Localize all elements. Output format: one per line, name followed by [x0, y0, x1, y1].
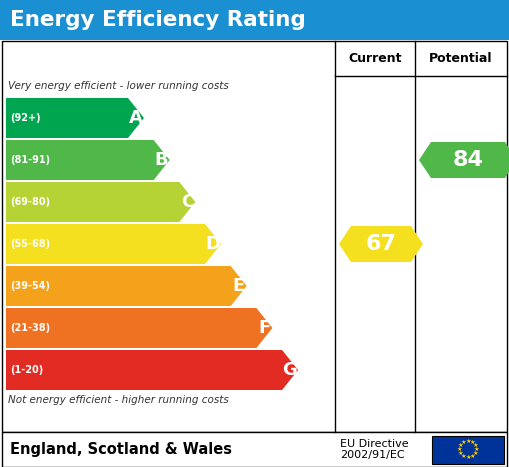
Polygon shape	[6, 224, 221, 264]
Bar	[2, 41, 507, 432]
Text: B: B	[155, 151, 168, 169]
Text: ★: ★	[469, 454, 475, 459]
Text: E: E	[233, 277, 245, 295]
Text: A: A	[129, 109, 143, 127]
Text: G: G	[282, 361, 297, 379]
Text: ★: ★	[461, 440, 467, 445]
Bar	[2, 432, 507, 467]
Text: ★: ★	[465, 455, 471, 460]
Polygon shape	[6, 308, 272, 348]
Text: 67: 67	[365, 234, 397, 254]
Text: Very energy efficient - lower running costs: Very energy efficient - lower running co…	[8, 81, 229, 91]
Text: C: C	[181, 193, 194, 211]
Text: (55-68): (55-68)	[10, 239, 50, 249]
Text: ★: ★	[473, 447, 479, 452]
Text: ★: ★	[472, 443, 478, 448]
Text: Not energy efficient - higher running costs: Not energy efficient - higher running co…	[8, 395, 229, 405]
Text: (92+): (92+)	[10, 113, 41, 123]
Bar	[432, 436, 504, 464]
Text: EU Directive
2002/91/EC: EU Directive 2002/91/EC	[340, 439, 409, 460]
Text: (21-38): (21-38)	[10, 323, 50, 333]
Text: ★: ★	[458, 451, 464, 456]
Text: Potential: Potential	[429, 52, 493, 65]
Text: ★: ★	[472, 451, 478, 456]
Text: Current: Current	[348, 52, 402, 65]
Polygon shape	[6, 98, 144, 138]
Polygon shape	[6, 182, 195, 222]
Bar	[0, 0, 509, 40]
Text: 84: 84	[453, 150, 484, 170]
Polygon shape	[339, 226, 423, 262]
Text: ★: ★	[457, 447, 462, 452]
Polygon shape	[6, 350, 298, 390]
Polygon shape	[6, 140, 169, 180]
Text: D: D	[206, 235, 220, 253]
Text: Energy Efficiency Rating: Energy Efficiency Rating	[10, 10, 306, 30]
Text: (39-54): (39-54)	[10, 281, 50, 291]
Text: (69-80): (69-80)	[10, 197, 50, 207]
Polygon shape	[419, 142, 509, 178]
Text: F: F	[258, 319, 270, 337]
Text: ★: ★	[465, 439, 471, 444]
Text: ★: ★	[461, 454, 467, 459]
Polygon shape	[6, 266, 247, 306]
Text: (81-91): (81-91)	[10, 155, 50, 165]
Text: ★: ★	[458, 443, 464, 448]
Text: England, Scotland & Wales: England, Scotland & Wales	[10, 442, 232, 457]
Text: (1-20): (1-20)	[10, 365, 43, 375]
Text: ★: ★	[469, 440, 475, 445]
